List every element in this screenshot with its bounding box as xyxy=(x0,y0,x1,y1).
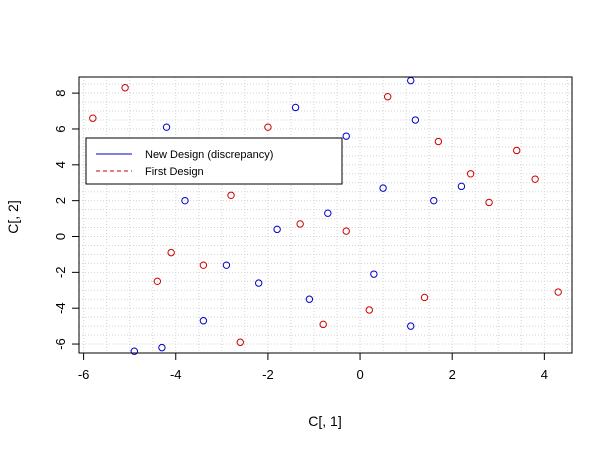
point-new-design xyxy=(222,261,231,269)
y-tick-label: 4 xyxy=(53,161,68,168)
legend-box xyxy=(85,137,343,185)
point-new-design xyxy=(407,76,415,85)
data-points xyxy=(89,76,562,355)
point-first-design xyxy=(554,288,562,296)
point-new-design xyxy=(291,103,300,112)
point-first-design xyxy=(485,198,493,207)
point-new-design xyxy=(342,132,350,140)
y-tick-label: -4 xyxy=(53,302,68,314)
point-new-design xyxy=(273,225,281,234)
point-first-design xyxy=(434,137,443,146)
point-new-design xyxy=(370,270,378,278)
x-tick-label: 4 xyxy=(541,367,548,382)
legend-label-new-design: New Design (discrepancy) xyxy=(145,149,273,161)
point-new-design xyxy=(199,317,208,325)
y-tick-label: 6 xyxy=(53,125,68,132)
point-new-design xyxy=(130,347,138,355)
point-first-design xyxy=(199,261,208,269)
point-first-design xyxy=(236,338,244,346)
y-tick-label: -6 xyxy=(53,338,68,350)
point-new-design xyxy=(254,279,263,287)
point-new-design xyxy=(407,322,415,330)
point-first-design xyxy=(531,175,539,183)
legend: New Design (discrepancy) First Design xyxy=(85,137,343,185)
x-axis: -6 -4 -2 0 2 4 xyxy=(78,352,548,382)
x-tick-label: -6 xyxy=(78,367,90,382)
point-new-design xyxy=(457,182,466,191)
point-first-design xyxy=(227,191,235,199)
point-first-design xyxy=(466,170,475,178)
point-first-design xyxy=(153,277,162,286)
y-tick-label: 8 xyxy=(53,90,68,97)
point-first-design xyxy=(167,248,175,257)
point-new-design xyxy=(158,343,166,352)
y-tick-label: 2 xyxy=(53,197,68,204)
y-axis: -6 -4 -2 0 2 4 6 8 xyxy=(53,90,80,350)
point-first-design xyxy=(121,84,129,92)
point-new-design xyxy=(430,196,438,205)
x-tick-label: -4 xyxy=(170,367,182,382)
point-first-design xyxy=(89,114,97,122)
point-new-design xyxy=(379,184,387,192)
legend-label-first-design: First Design xyxy=(145,166,204,178)
point-first-design xyxy=(296,220,304,228)
point-new-design xyxy=(324,209,332,217)
point-first-design xyxy=(384,93,392,101)
y-axis-title: C[, 2] xyxy=(5,200,21,233)
x-axis-title: C[, 1] xyxy=(308,413,341,429)
y-tick-label: -2 xyxy=(53,267,68,279)
point-first-design xyxy=(513,146,521,155)
point-new-design xyxy=(305,295,314,303)
point-first-design xyxy=(319,320,327,329)
x-tick-label: 0 xyxy=(356,367,363,382)
point-first-design xyxy=(342,227,350,235)
point-new-design xyxy=(181,196,189,205)
point-first-design xyxy=(264,123,272,131)
point-new-design xyxy=(162,123,171,131)
point-first-design xyxy=(365,306,373,314)
x-tick-label: -2 xyxy=(262,367,274,382)
x-tick-label: 2 xyxy=(449,367,456,382)
point-new-design xyxy=(411,116,420,124)
y-tick-label: 0 xyxy=(53,233,68,240)
point-first-design xyxy=(420,293,429,302)
